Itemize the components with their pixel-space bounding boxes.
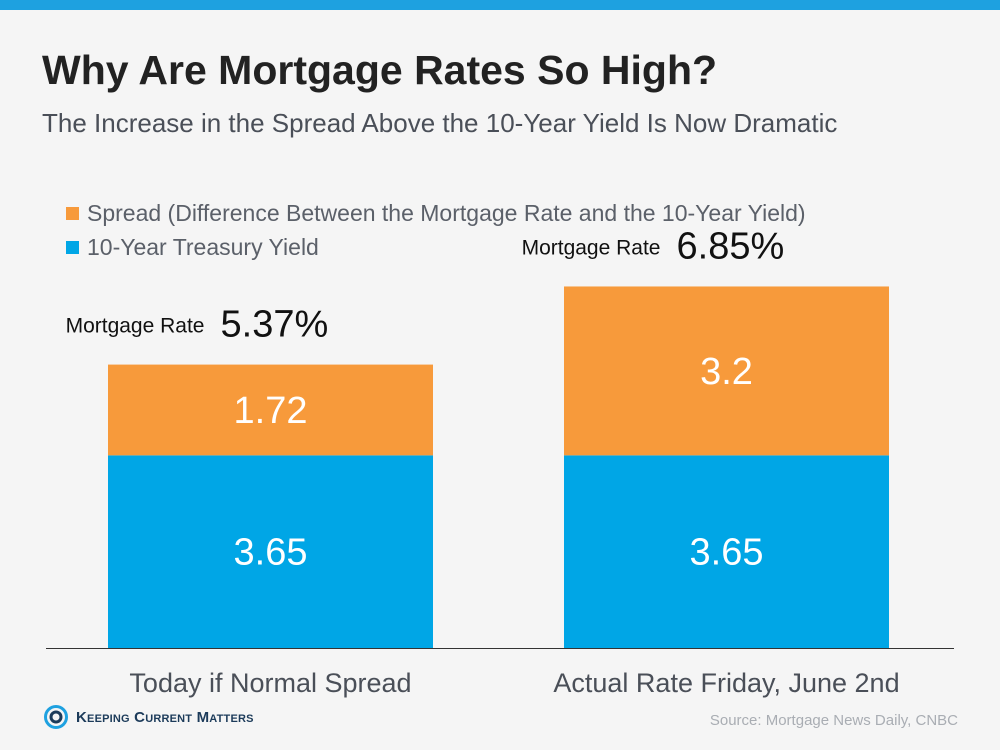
- logo-icon: [44, 705, 68, 729]
- chart-subtitle: The Increase in the Spread Above the 10-…: [42, 108, 838, 138]
- bar-value-label-spread-0: 1.72: [234, 390, 308, 432]
- legend-label-treasury-yield: 10-Year Treasury Yield: [87, 233, 319, 260]
- bar-segment-spread-1: [564, 286, 889, 456]
- legend-swatch-spread: [66, 206, 79, 220]
- source-note: Source: Mortgage News Daily, CNBC: [709, 712, 958, 729]
- total-value-0: 5.37%: [221, 304, 329, 346]
- chart-title: Why Are Mortgage Rates So High?: [42, 47, 718, 93]
- bar-segment-treasury-yield-1: [564, 455, 889, 648]
- bar-segment-spread-0: [108, 364, 433, 456]
- legend-item-spread: Spread (Difference Between the Mortgage …: [66, 196, 806, 230]
- logo: Keeping Current Matters: [44, 705, 254, 729]
- legend-label-spread: Spread (Difference Between the Mortgage …: [87, 199, 806, 226]
- top-accent-bar: [0, 0, 1000, 10]
- logo-text: Keeping Current Matters: [76, 708, 254, 726]
- bar-value-label-spread-1: 3.2: [700, 351, 753, 393]
- category-label-1: Actual Rate Friday, June 2nd: [553, 668, 899, 698]
- legend-item-treasury-yield: 10-Year Treasury Yield: [66, 230, 806, 264]
- bar-value-label-treasury-yield-0: 3.65: [234, 532, 308, 574]
- bar-value-label-treasury-yield-1: 3.65: [690, 532, 764, 574]
- total-label-1: Mortgage Rate: [522, 236, 661, 259]
- category-label-0: Today if Normal Spread: [129, 668, 411, 698]
- bar-segment-treasury-yield-0: [108, 455, 433, 648]
- legend: Spread (Difference Between the Mortgage …: [66, 196, 806, 264]
- total-value-1: 6.85%: [677, 225, 785, 267]
- total-label-0: Mortgage Rate: [66, 315, 205, 338]
- legend-swatch-treasury-yield: [66, 240, 79, 254]
